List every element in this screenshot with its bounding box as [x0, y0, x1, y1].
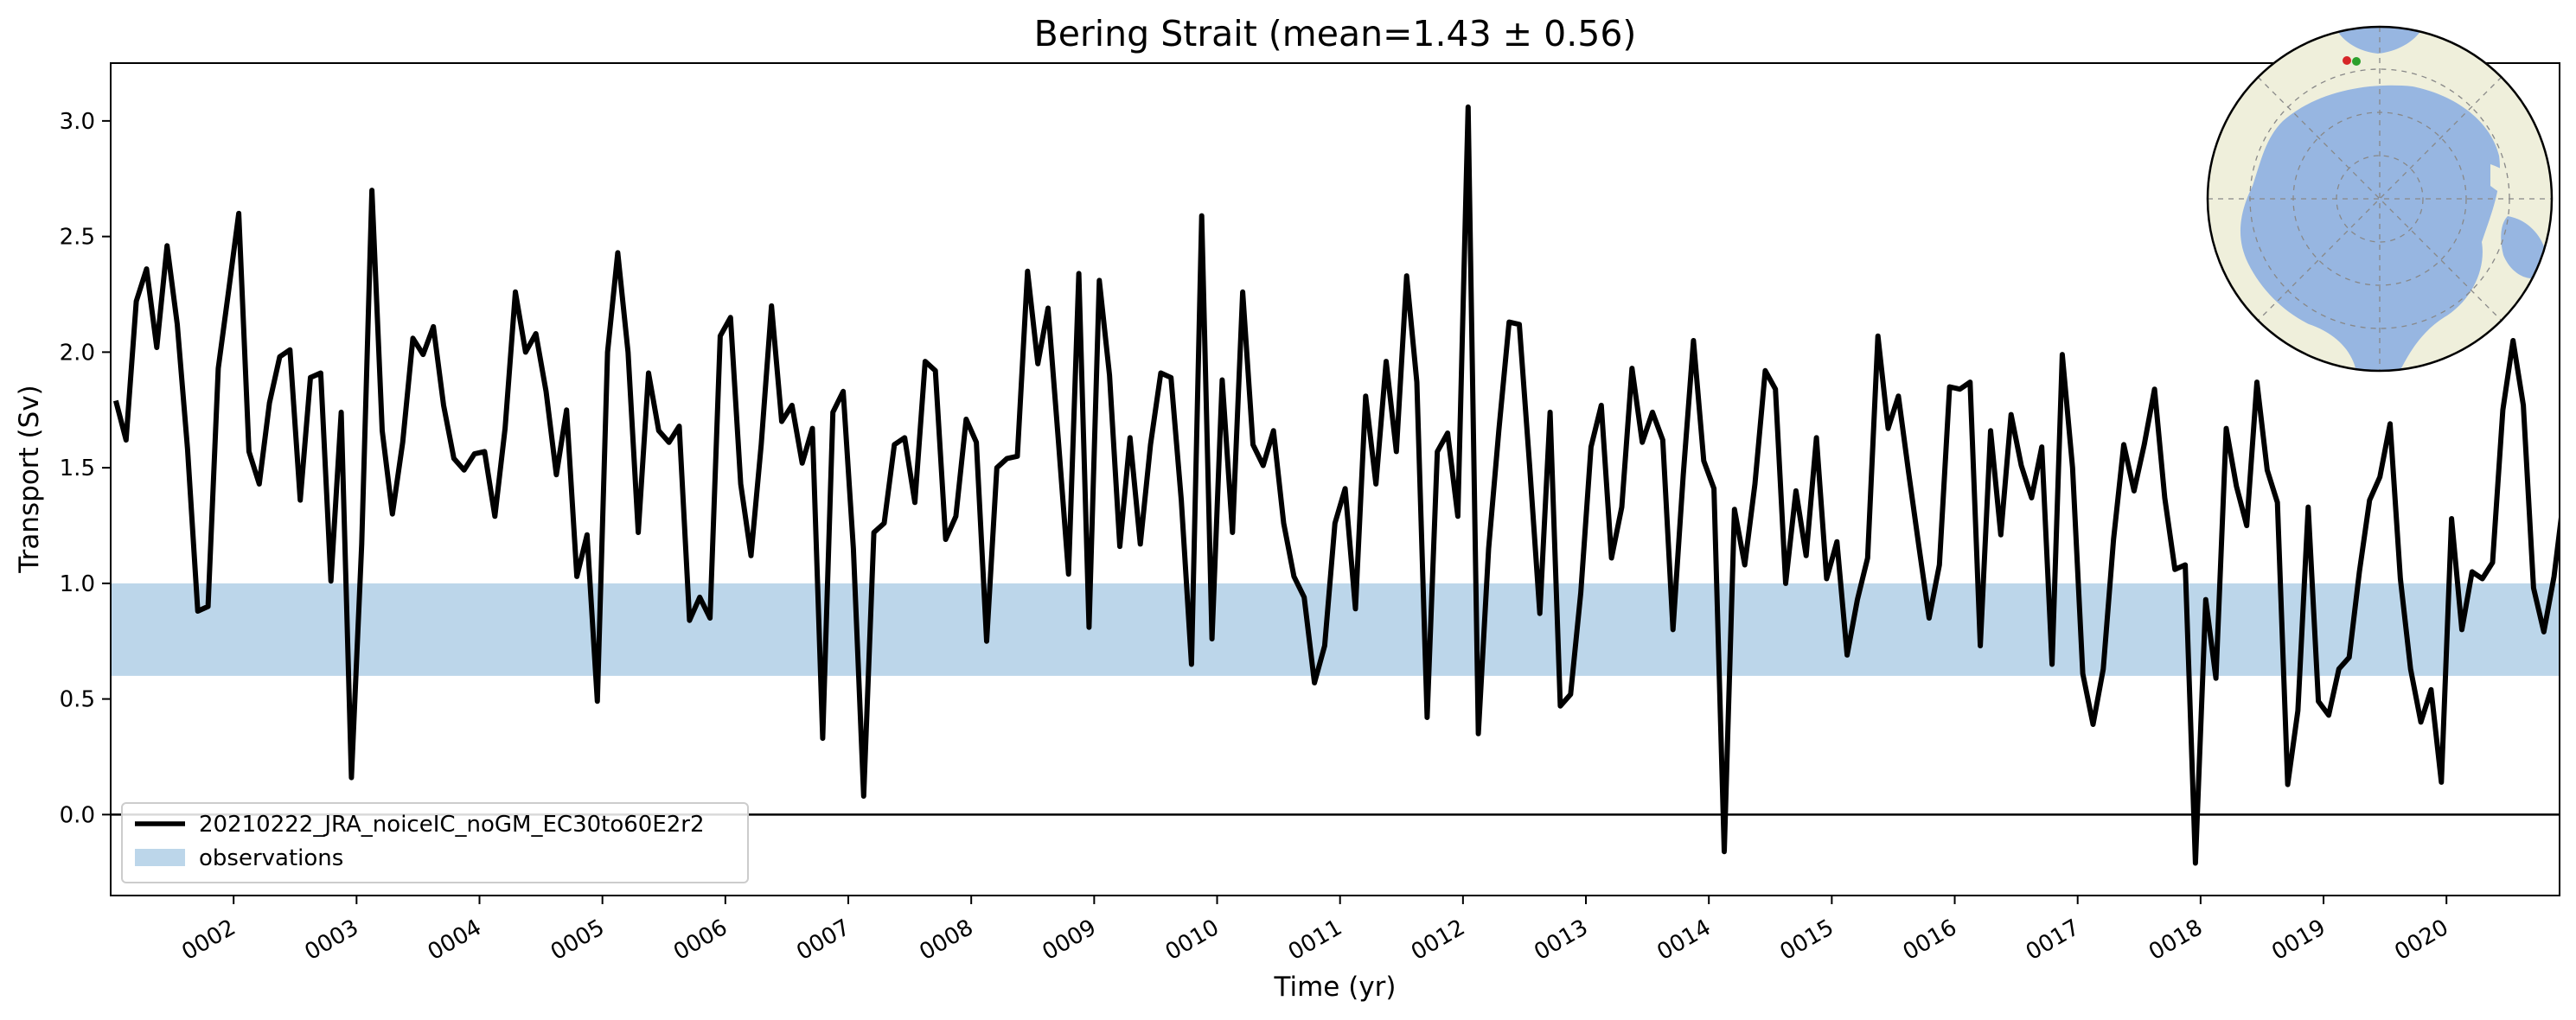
x-axis-ticks: 0002 0003 0004 0005 0006 0007 0008 0009 0010 0011…: [177, 896, 2453, 966]
x-tick-label: 0008: [915, 915, 977, 966]
x-tick-label: 0011: [1284, 915, 1346, 966]
y-tick-label: 0.0: [60, 802, 95, 828]
x-tick-label: 0010: [1161, 915, 1224, 966]
x-tick-label: 0006: [669, 915, 732, 966]
x-tick-label: 0017: [2022, 915, 2084, 966]
series-line-0: [112, 104, 2560, 866]
x-tick-label: 0002: [177, 915, 240, 966]
x-tick-label: 0019: [2267, 915, 2330, 966]
x-tick-label: 0018: [2145, 915, 2207, 966]
legend-box: [121, 802, 749, 883]
transect-marker-start: [2343, 56, 2351, 65]
legend-observations-label: observations: [199, 845, 343, 871]
y-tick-label: 1.5: [60, 456, 95, 481]
x-tick-label: 0016: [1899, 915, 1961, 966]
y-axis-label: Transport (Sv): [14, 385, 45, 574]
x-axis-label: Time (yr): [1274, 972, 1397, 1003]
plot-frame: [110, 62, 2560, 896]
globe-outline: [2206, 25, 2554, 373]
observations-band-layer: [111, 583, 2560, 676]
x-tick-label: 0014: [1652, 915, 1715, 966]
chart-title: Bering Strait (mean=1.43 ± 0.56): [1034, 13, 1637, 54]
pacific-ocean-shape: [2335, 27, 2421, 54]
observations-band: [111, 583, 2560, 676]
series-layer: [112, 104, 2560, 866]
y-axis-ticks: 0.0 0.5 1.0 1.5 2.0 2.5 3.0: [60, 109, 111, 828]
x-tick-label: 0015: [1776, 915, 1838, 966]
y-tick-label: 0.5: [60, 687, 95, 713]
hudson-bay-shape: [2501, 216, 2547, 279]
y-tick-label: 3.0: [60, 109, 95, 135]
x-tick-label: 0007: [792, 915, 854, 966]
transect-marker-end: [2352, 57, 2361, 66]
x-tick-label: 0012: [1407, 915, 1469, 966]
greenland-shape: [2490, 164, 2547, 216]
x-tick-label: 0020: [2390, 915, 2452, 966]
legend-series-label: 20210222_JRA_noiceIC_noGM_EC30to60E2r2: [199, 812, 705, 838]
y-tick-label: 1.0: [60, 571, 95, 597]
graticule: [2208, 27, 2552, 371]
x-tick-label: 0013: [1530, 915, 1592, 966]
legend: 20210222_JRA_noiceIC_noGM_EC30to60E2r2 o…: [121, 802, 749, 883]
legend-observations-swatch: [135, 849, 185, 866]
arctic-ocean-shape: [2240, 85, 2500, 371]
inset-arctic-map: [2206, 25, 2554, 373]
x-tick-label: 0009: [1039, 915, 1101, 966]
x-tick-label: 0005: [547, 915, 609, 966]
y-tick-label: 2.5: [60, 225, 95, 251]
y-tick-label: 2.0: [60, 340, 95, 366]
x-tick-label: 0004: [424, 915, 486, 966]
x-tick-label: 0003: [301, 915, 363, 966]
